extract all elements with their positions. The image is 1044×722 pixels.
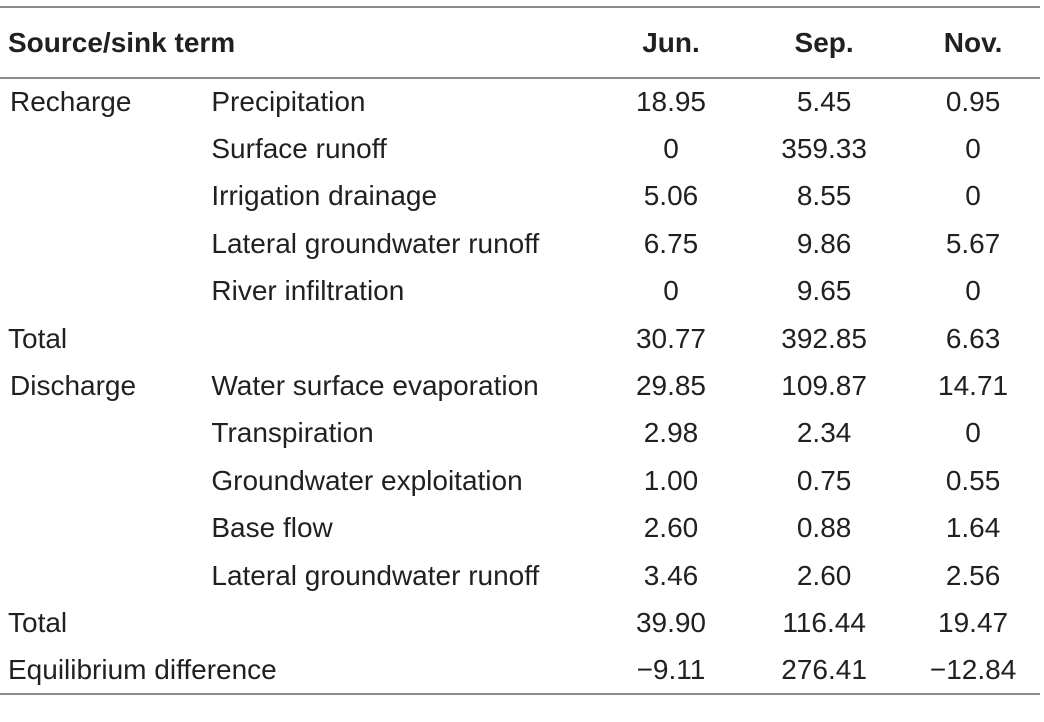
- row-category: Total: [8, 606, 68, 638]
- value-jun: 2.98: [643, 417, 699, 449]
- row-category: [0, 410, 201, 457]
- header-source-sink-term: Source/sink term: [0, 6, 600, 79]
- value-jun: 1.00: [643, 464, 699, 496]
- value-nov: 14.71: [938, 370, 1009, 402]
- row-item: [201, 315, 600, 362]
- value-nov: 0: [965, 133, 981, 165]
- row-category: [0, 173, 201, 220]
- value-nov: 0: [965, 180, 981, 212]
- row-item: River infiltration: [211, 275, 405, 307]
- value-sep: 392.85: [781, 322, 867, 354]
- value-sep: 109.87: [781, 370, 867, 402]
- value-nov: 5.67: [945, 227, 1001, 259]
- row-category: [0, 268, 201, 315]
- value-jun: 29.85: [635, 370, 707, 402]
- water-balance-table: Source/sink term Jun. Sep. Nov. Recharge…: [0, 6, 1040, 696]
- table-row: Transpiration 2.98 2.34 0: [0, 410, 1040, 457]
- table-row: Surface runoff 0 359.33 0: [0, 125, 1040, 172]
- row-item: Lateral groundwater runoff: [211, 227, 540, 259]
- row-item: Groundwater exploitation: [211, 464, 523, 496]
- table-row: Discharge Water surface evaporation 29.8…: [0, 362, 1040, 409]
- value-sep: 0.88: [796, 512, 852, 544]
- value-nov: −12.84: [906, 646, 1040, 696]
- value-nov: 2.56: [945, 559, 1001, 591]
- row-category: Recharge: [10, 86, 132, 118]
- header-sep: Sep.: [742, 6, 907, 79]
- row-item: Irrigation drainage: [211, 180, 438, 212]
- table-row: Irrigation drainage 5.06 8.55 0: [0, 173, 1040, 220]
- table-row: Groundwater exploitation 1.00 0.75 0.55: [0, 457, 1040, 504]
- row-item: Water surface evaporation: [211, 370, 539, 402]
- value-sep: 359.33: [781, 133, 867, 165]
- row-category: [0, 125, 201, 172]
- table-row: Recharge Precipitation 18.95 5.45 0.95: [0, 78, 1040, 125]
- value-jun: 18.95: [635, 86, 707, 118]
- value-sep: 9.86: [796, 227, 852, 259]
- row-category: Total: [8, 322, 68, 354]
- table-row: Base flow 2.60 0.88 1.64: [0, 505, 1040, 552]
- value-sep: 2.34: [796, 417, 852, 449]
- value-nov: 1.64: [945, 512, 1001, 544]
- value-sep: 5.45: [796, 86, 852, 118]
- value-nov: 6.63: [945, 322, 1001, 354]
- value-sep: 116.44: [782, 606, 866, 638]
- value-sep: 0.75: [796, 464, 852, 496]
- table-row: Lateral groundwater runoff 3.46 2.60 2.5…: [0, 552, 1040, 599]
- row-item: Precipitation: [211, 86, 366, 118]
- row-item: Lateral groundwater runoff: [211, 559, 540, 591]
- value-jun: 39.90: [635, 606, 707, 638]
- table-row: Equilibrium difference −9.11 276.41 −12.…: [0, 646, 1040, 696]
- value-jun: 5.06: [643, 180, 699, 212]
- value-nov: 0: [965, 417, 981, 449]
- value-sep: 8.55: [796, 180, 852, 212]
- value-nov: 0.55: [945, 464, 1001, 496]
- value-sep: 276.41: [742, 646, 907, 696]
- table-row: Lateral groundwater runoff 6.75 9.86 5.6…: [0, 220, 1040, 267]
- row-item: Base flow: [211, 512, 333, 544]
- row-item: Surface runoff: [211, 133, 387, 165]
- header-nov: Nov.: [906, 6, 1040, 79]
- header-jun: Jun.: [599, 6, 743, 79]
- value-nov: 0.95: [945, 86, 1001, 118]
- value-nov: 19.47: [938, 606, 1009, 638]
- value-jun: 30.77: [635, 322, 707, 354]
- row-category: [0, 457, 201, 504]
- table-row: Total 30.77 392.85 6.63: [0, 315, 1040, 362]
- row-category: [0, 552, 201, 599]
- value-sep: 2.60: [796, 559, 852, 591]
- row-category: Discharge: [10, 370, 137, 402]
- table-row: Total 39.90 116.44 19.47: [0, 599, 1040, 646]
- table-header-row: Source/sink term Jun. Sep. Nov.: [0, 6, 1040, 79]
- value-jun: 3.46: [643, 559, 699, 591]
- value-sep: 9.65: [796, 275, 852, 307]
- value-jun: −9.11: [599, 646, 743, 696]
- value-jun: 0: [663, 133, 679, 165]
- value-jun: 0: [663, 275, 679, 307]
- value-jun: 2.60: [643, 512, 699, 544]
- row-category: [0, 505, 201, 552]
- table-row: River infiltration 0 9.65 0: [0, 268, 1040, 315]
- row-item: Transpiration: [211, 417, 374, 449]
- value-jun: 6.75: [643, 227, 699, 259]
- row-item: [201, 599, 600, 646]
- row-category: [0, 220, 201, 267]
- row-category: Equilibrium difference: [0, 646, 600, 696]
- value-nov: 0: [965, 275, 981, 307]
